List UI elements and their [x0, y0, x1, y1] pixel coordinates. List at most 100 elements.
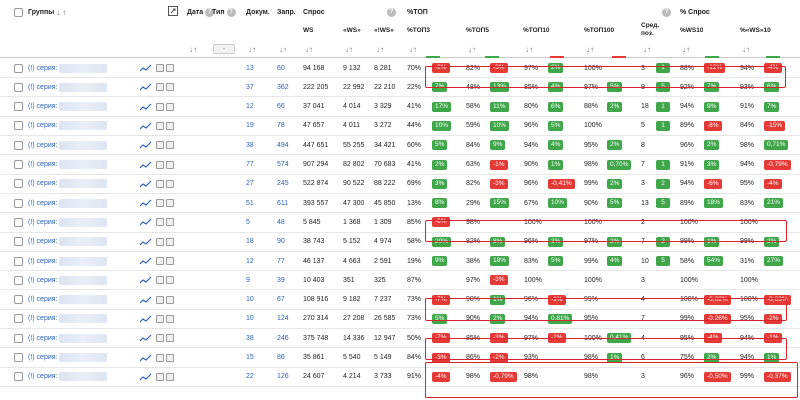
top-help-icon[interactable]: ? [662, 6, 671, 18]
qws10-header[interactable]: %«WS»10 [740, 24, 771, 36]
queries-cell[interactable]: 494 [277, 136, 289, 154]
queries-cell[interactable]: 362 [277, 78, 289, 96]
sort-down-icon[interactable]: ↓ [742, 44, 746, 54]
docs-cell[interactable]: 10 [246, 310, 254, 328]
group-link[interactable]: (!) серия: [28, 194, 108, 212]
edit-icon[interactable] [163, 252, 174, 270]
expand-icon[interactable] [168, 5, 178, 17]
docs-cell[interactable]: 38 [246, 329, 254, 347]
row-checkbox[interactable] [14, 252, 23, 270]
trend-chart-icon[interactable] [140, 233, 152, 251]
edit-icon[interactable] [163, 329, 174, 347]
group-link[interactable]: (!) серия: [28, 117, 108, 135]
trend-chart-icon[interactable] [140, 98, 152, 116]
trend-chart-icon[interactable] [140, 271, 152, 289]
sort-up-icon[interactable]: ↑ [283, 44, 287, 54]
sort-down-icon[interactable]: ↓ [305, 44, 309, 54]
group-link[interactable]: (!) серия: [28, 136, 108, 154]
queries-cell[interactable]: 86 [277, 349, 285, 367]
trend-chart-icon[interactable] [140, 329, 152, 347]
sort-down-icon[interactable]: ↓ [345, 44, 349, 54]
top3-sort-icons[interactable]: ↓ ↑ [409, 44, 417, 54]
trend-chart-icon[interactable] [140, 78, 152, 96]
group-link[interactable]: (!) серия: [28, 271, 108, 289]
row-checkbox[interactable] [14, 78, 23, 96]
queries-cell[interactable]: 246 [277, 329, 289, 347]
edit-icon[interactable] [163, 175, 174, 193]
trend-chart-icon[interactable] [140, 252, 152, 270]
queries-header[interactable]: Запр. [277, 6, 296, 18]
queries-cell[interactable]: 611 [277, 194, 288, 212]
top10-header[interactable]: %ТОП10 [523, 24, 550, 36]
sort-up-icon[interactable]: ↑ [380, 44, 384, 54]
copy-icon[interactable] [153, 233, 164, 251]
queries-cell[interactable]: 126 [277, 368, 289, 386]
top100-header[interactable]: %ТОП100 [584, 24, 614, 36]
ews-sort-icons[interactable]: ↓ ↑ [376, 44, 384, 54]
queries-cell[interactable]: 78 [277, 117, 285, 135]
ws10-header[interactable]: %WS10 [680, 24, 703, 36]
queries-cell[interactable]: 574 [277, 156, 289, 174]
group-link[interactable]: (!) серия: [28, 329, 108, 347]
trend-chart-icon[interactable] [140, 349, 152, 367]
copy-icon[interactable] [153, 59, 164, 77]
group-link[interactable]: (!) серия: [28, 291, 108, 309]
copy-icon[interactable] [153, 271, 164, 289]
queries-sort-icons[interactable]: ↓ ↑ [279, 44, 287, 54]
row-checkbox[interactable] [14, 59, 23, 77]
sort-up-icon[interactable]: ↑ [686, 44, 690, 54]
sort-down-icon[interactable]: ↓ [376, 44, 380, 54]
copy-icon[interactable] [153, 117, 164, 135]
edit-icon[interactable] [163, 233, 174, 251]
sort-down-icon[interactable]: ↓ [643, 44, 647, 54]
row-checkbox[interactable] [14, 213, 23, 231]
trend-chart-icon[interactable] [140, 59, 152, 77]
edit-icon[interactable] [163, 117, 174, 135]
edit-icon[interactable] [163, 194, 174, 212]
edit-icon[interactable] [163, 213, 174, 231]
edit-icon[interactable] [163, 156, 174, 174]
sort-down-icon[interactable]: ↓ [56, 7, 61, 17]
row-checkbox[interactable] [14, 368, 23, 386]
qws10-sort-icons[interactable]: ↓ ↑ [742, 44, 750, 54]
sort-down-icon[interactable]: ↓ [682, 44, 686, 54]
trend-chart-icon[interactable] [140, 213, 152, 231]
trend-chart-icon[interactable] [140, 117, 152, 135]
sort-up-icon[interactable]: ↑ [746, 44, 750, 54]
copy-icon[interactable] [153, 349, 164, 367]
sort-up-icon[interactable]: ↑ [529, 44, 533, 54]
queries-cell[interactable]: 67 [277, 291, 285, 309]
queries-cell[interactable]: 77 [277, 252, 285, 270]
docs-cell[interactable]: 19 [246, 117, 254, 135]
sort-up-icon[interactable]: ↑ [647, 44, 651, 54]
group-link[interactable]: (!) серия: [28, 310, 108, 328]
docs-cell[interactable]: 51 [246, 194, 254, 212]
trend-chart-icon[interactable] [140, 310, 152, 328]
ews-header[interactable]: «!WS» [374, 24, 394, 36]
copy-icon[interactable] [153, 310, 164, 328]
row-checkbox[interactable] [14, 329, 23, 347]
copy-icon[interactable] [153, 78, 164, 96]
copy-icon[interactable] [153, 175, 164, 193]
row-checkbox[interactable] [14, 310, 23, 328]
type-header[interactable]: Тип ? [212, 6, 236, 18]
type-help-icon[interactable]: ? [226, 7, 236, 17]
row-checkbox[interactable] [14, 98, 23, 116]
row-checkbox[interactable] [14, 117, 23, 135]
top100-sort-icons[interactable]: ↓ ↑ [586, 44, 594, 54]
row-checkbox[interactable] [14, 156, 23, 174]
docs-cell[interactable]: 37 [246, 78, 254, 96]
edit-icon[interactable] [163, 98, 174, 116]
row-checkbox[interactable] [14, 291, 23, 309]
group-link[interactable]: (!) серия: [28, 156, 108, 174]
docs-cell[interactable]: 22 [246, 368, 254, 386]
sort-down-icon[interactable]: ↓ [586, 44, 590, 54]
date-header[interactable]: Дата ? [187, 6, 215, 18]
sort-up-icon[interactable]: ↑ [252, 44, 256, 54]
group-link[interactable]: (!) серия: [28, 252, 108, 270]
group-link[interactable]: (!) серия: [28, 233, 108, 251]
edit-icon[interactable] [163, 310, 174, 328]
top10-sort-icons[interactable]: ↓ ↑ [525, 44, 533, 54]
ws-sort-icons[interactable]: ↓ ↑ [305, 44, 313, 54]
docs-cell[interactable]: 12 [246, 98, 254, 116]
